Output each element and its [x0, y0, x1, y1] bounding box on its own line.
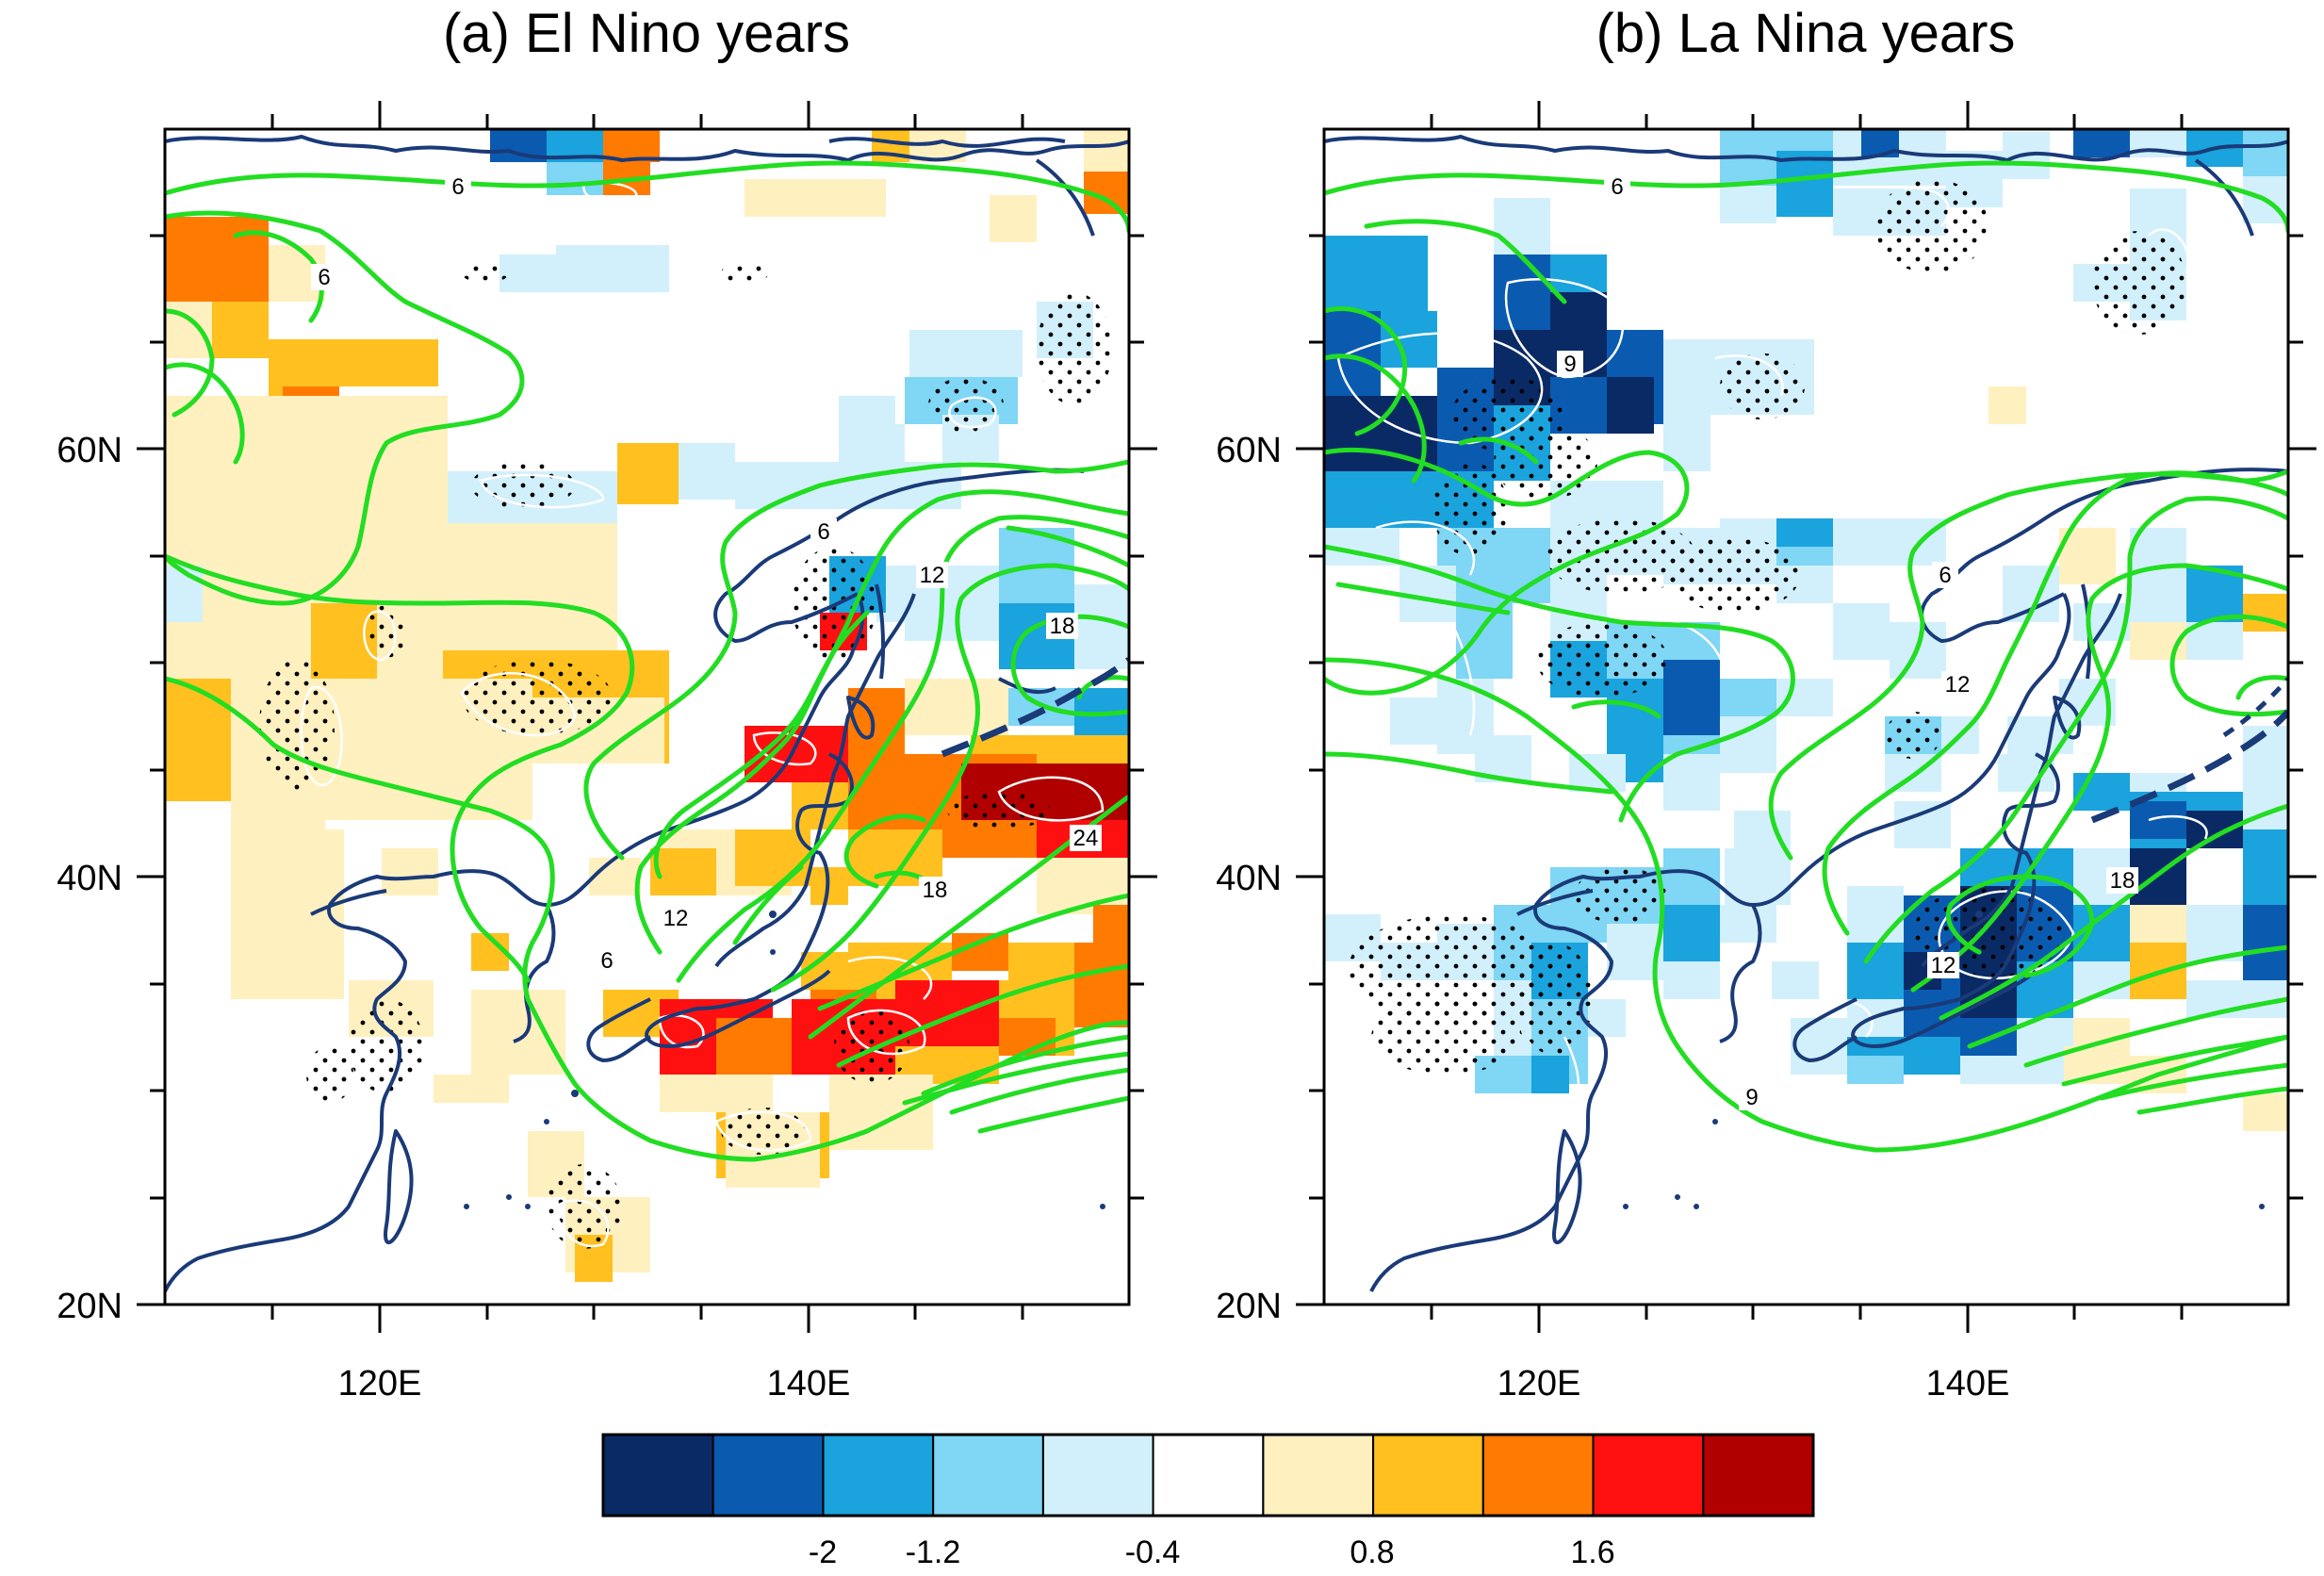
lat-label-40n: 40N — [57, 859, 123, 898]
contour-label: 6 — [451, 174, 464, 200]
lat-label-60n: 60N — [1216, 431, 1282, 470]
panel-la-nina: (b) La Nina years — [1216, 3, 2316, 1404]
contour-labels: 6 9 6 12 12 18 9 — [1557, 173, 2138, 1110]
contour-label: 12 — [1945, 672, 1971, 698]
tick-marks — [137, 101, 1157, 1333]
colorbar-box — [1372, 1434, 1484, 1517]
contour-label: 6 — [1939, 563, 1951, 588]
colorbar-label: -0.4 — [1125, 1535, 1181, 1570]
tick-marks — [1296, 101, 2316, 1333]
colorbar-label: 1.6 — [1570, 1535, 1614, 1570]
contour-label: 18 — [1050, 614, 1075, 639]
contour-label: 12 — [663, 906, 689, 931]
contour-label: 12 — [1931, 953, 1956, 978]
colorbar-box — [602, 1434, 714, 1517]
contour-label: 9 — [1745, 1085, 1758, 1110]
colorbar: -2 -1.2 -0.4 0.8 1.6 — [601, 1433, 1815, 1570]
contour-label: 9 — [1563, 352, 1576, 377]
lat-label-60n: 60N — [57, 431, 123, 470]
colorbar-box — [1592, 1434, 1705, 1517]
jet-axis-line — [941, 657, 1129, 758]
colorbar-label: -1.2 — [906, 1535, 961, 1570]
colorbar-label: 0.8 — [1350, 1535, 1394, 1570]
colorbar-box — [932, 1434, 1044, 1517]
contour-label: 6 — [1611, 174, 1623, 200]
colorbar-boxes — [602, 1434, 1815, 1517]
contour-label: 6 — [600, 948, 613, 974]
colorbar-box — [1262, 1434, 1375, 1517]
lat-label-40n: 40N — [1216, 859, 1282, 898]
colorbar-box — [712, 1434, 825, 1517]
lon-label-120e: 120E — [1498, 1364, 1581, 1404]
colorbar-box — [822, 1434, 935, 1517]
anomaly-contours — [1336, 185, 2208, 1114]
lon-label-140e: 140E — [767, 1364, 851, 1404]
contour-label: 24 — [1073, 826, 1099, 851]
contour-labels: 6 6 6 12 18 12 18 24 6 — [311, 173, 1102, 974]
colorbar-frame — [601, 1433, 1815, 1518]
contour-label: 6 — [318, 265, 330, 290]
panel-title: (a) El Nino years — [443, 3, 850, 64]
colorbar-box — [1702, 1434, 1815, 1517]
lon-label-140e: 140E — [1926, 1364, 2010, 1404]
map-frame — [1322, 127, 2290, 1306]
colorbar-label: -2 — [809, 1535, 837, 1570]
colorbar-box — [1041, 1434, 1154, 1517]
coastline — [1324, 135, 2288, 1292]
contour-label: 6 — [817, 519, 829, 545]
map-frame — [163, 127, 1131, 1306]
anomaly-contours — [300, 181, 1105, 1248]
panel-el-nino: (a) El Nino years — [57, 3, 1157, 1404]
panel-title: (b) La Nina years — [1596, 3, 2016, 64]
colorbar-labels: -2 -1.2 -0.4 0.8 1.6 — [809, 1535, 1615, 1570]
lat-label-20n: 20N — [57, 1287, 123, 1326]
lon-label-120e: 120E — [338, 1364, 422, 1404]
jet-axis-line — [2222, 677, 2288, 738]
colorbar-box — [1152, 1434, 1265, 1517]
coastline — [165, 135, 1129, 1292]
lat-label-20n: 20N — [1216, 1287, 1282, 1326]
contour-label: 18 — [2110, 868, 2136, 894]
colorbar-box — [1481, 1434, 1595, 1517]
axis-labels: 60N 40N 20N 120E 140E — [57, 431, 850, 1404]
contour-label: 18 — [923, 878, 948, 903]
axis-labels: 60N 40N 20N 120E 140E — [1216, 431, 2009, 1404]
islands — [464, 911, 1105, 1209]
wind-contours — [1324, 160, 2288, 1153]
contour-label: 12 — [920, 563, 945, 588]
jet-axis-line — [2090, 709, 2288, 824]
